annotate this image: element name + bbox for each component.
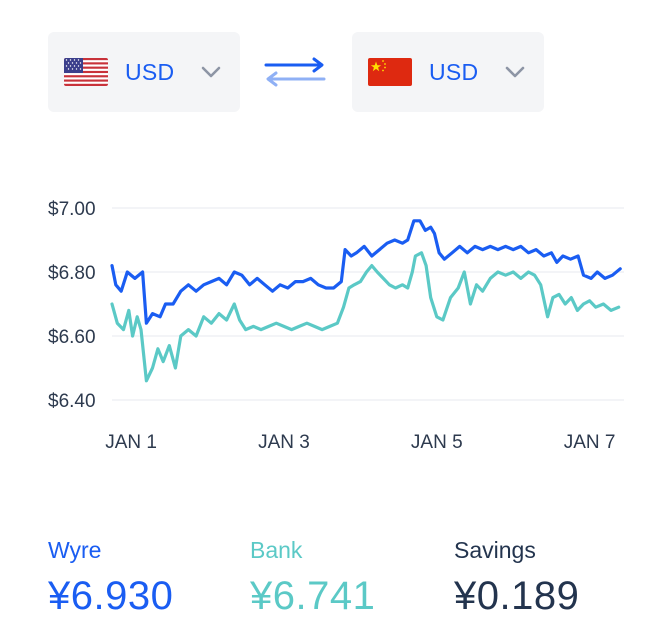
x-tick-label: JAN 3	[258, 432, 310, 453]
us-flag-icon	[64, 58, 108, 86]
bank-label: Bank	[250, 537, 303, 563]
wyre-rate-line	[110, 219, 622, 325]
y-tick-label: $6.40	[48, 391, 96, 412]
savings-amount: Savings ¥0.189	[454, 534, 579, 622]
bank-value: ¥6.741	[250, 574, 376, 618]
x-tick-label: JAN 1	[105, 432, 157, 453]
bank-rate-line	[110, 251, 621, 383]
cn-flag-icon	[368, 58, 412, 86]
y-tick-label: $7.00	[48, 199, 96, 220]
from-currency-code: USD	[125, 59, 175, 85]
wyre-value: ¥6.930	[48, 574, 174, 618]
exchange-rate-chart: $7.00 $6.80 $6.60 $6.40 JAN 1 JAN 3 JAN 5 JAN …	[48, 199, 624, 453]
savings-label: Savings	[454, 537, 536, 563]
x-tick-label: JAN 5	[411, 432, 463, 453]
swap-arrows-icon[interactable]	[262, 56, 328, 88]
chevron-down-icon	[201, 66, 221, 78]
wyre-label: Wyre	[48, 537, 102, 563]
bank-rate: Bank ¥6.741	[250, 534, 375, 622]
y-tick-label: $6.60	[48, 327, 96, 348]
wyre-rate: Wyre ¥6.930	[48, 534, 173, 622]
y-tick-label: $6.80	[48, 263, 96, 284]
from-currency-selector[interactable]: USD	[48, 32, 240, 112]
chevron-down-icon	[505, 66, 525, 78]
x-tick-label: JAN 7	[564, 432, 616, 453]
to-currency-code: USD	[429, 59, 479, 85]
to-currency-selector[interactable]: USD	[352, 32, 544, 112]
savings-value: ¥0.189	[454, 574, 580, 618]
